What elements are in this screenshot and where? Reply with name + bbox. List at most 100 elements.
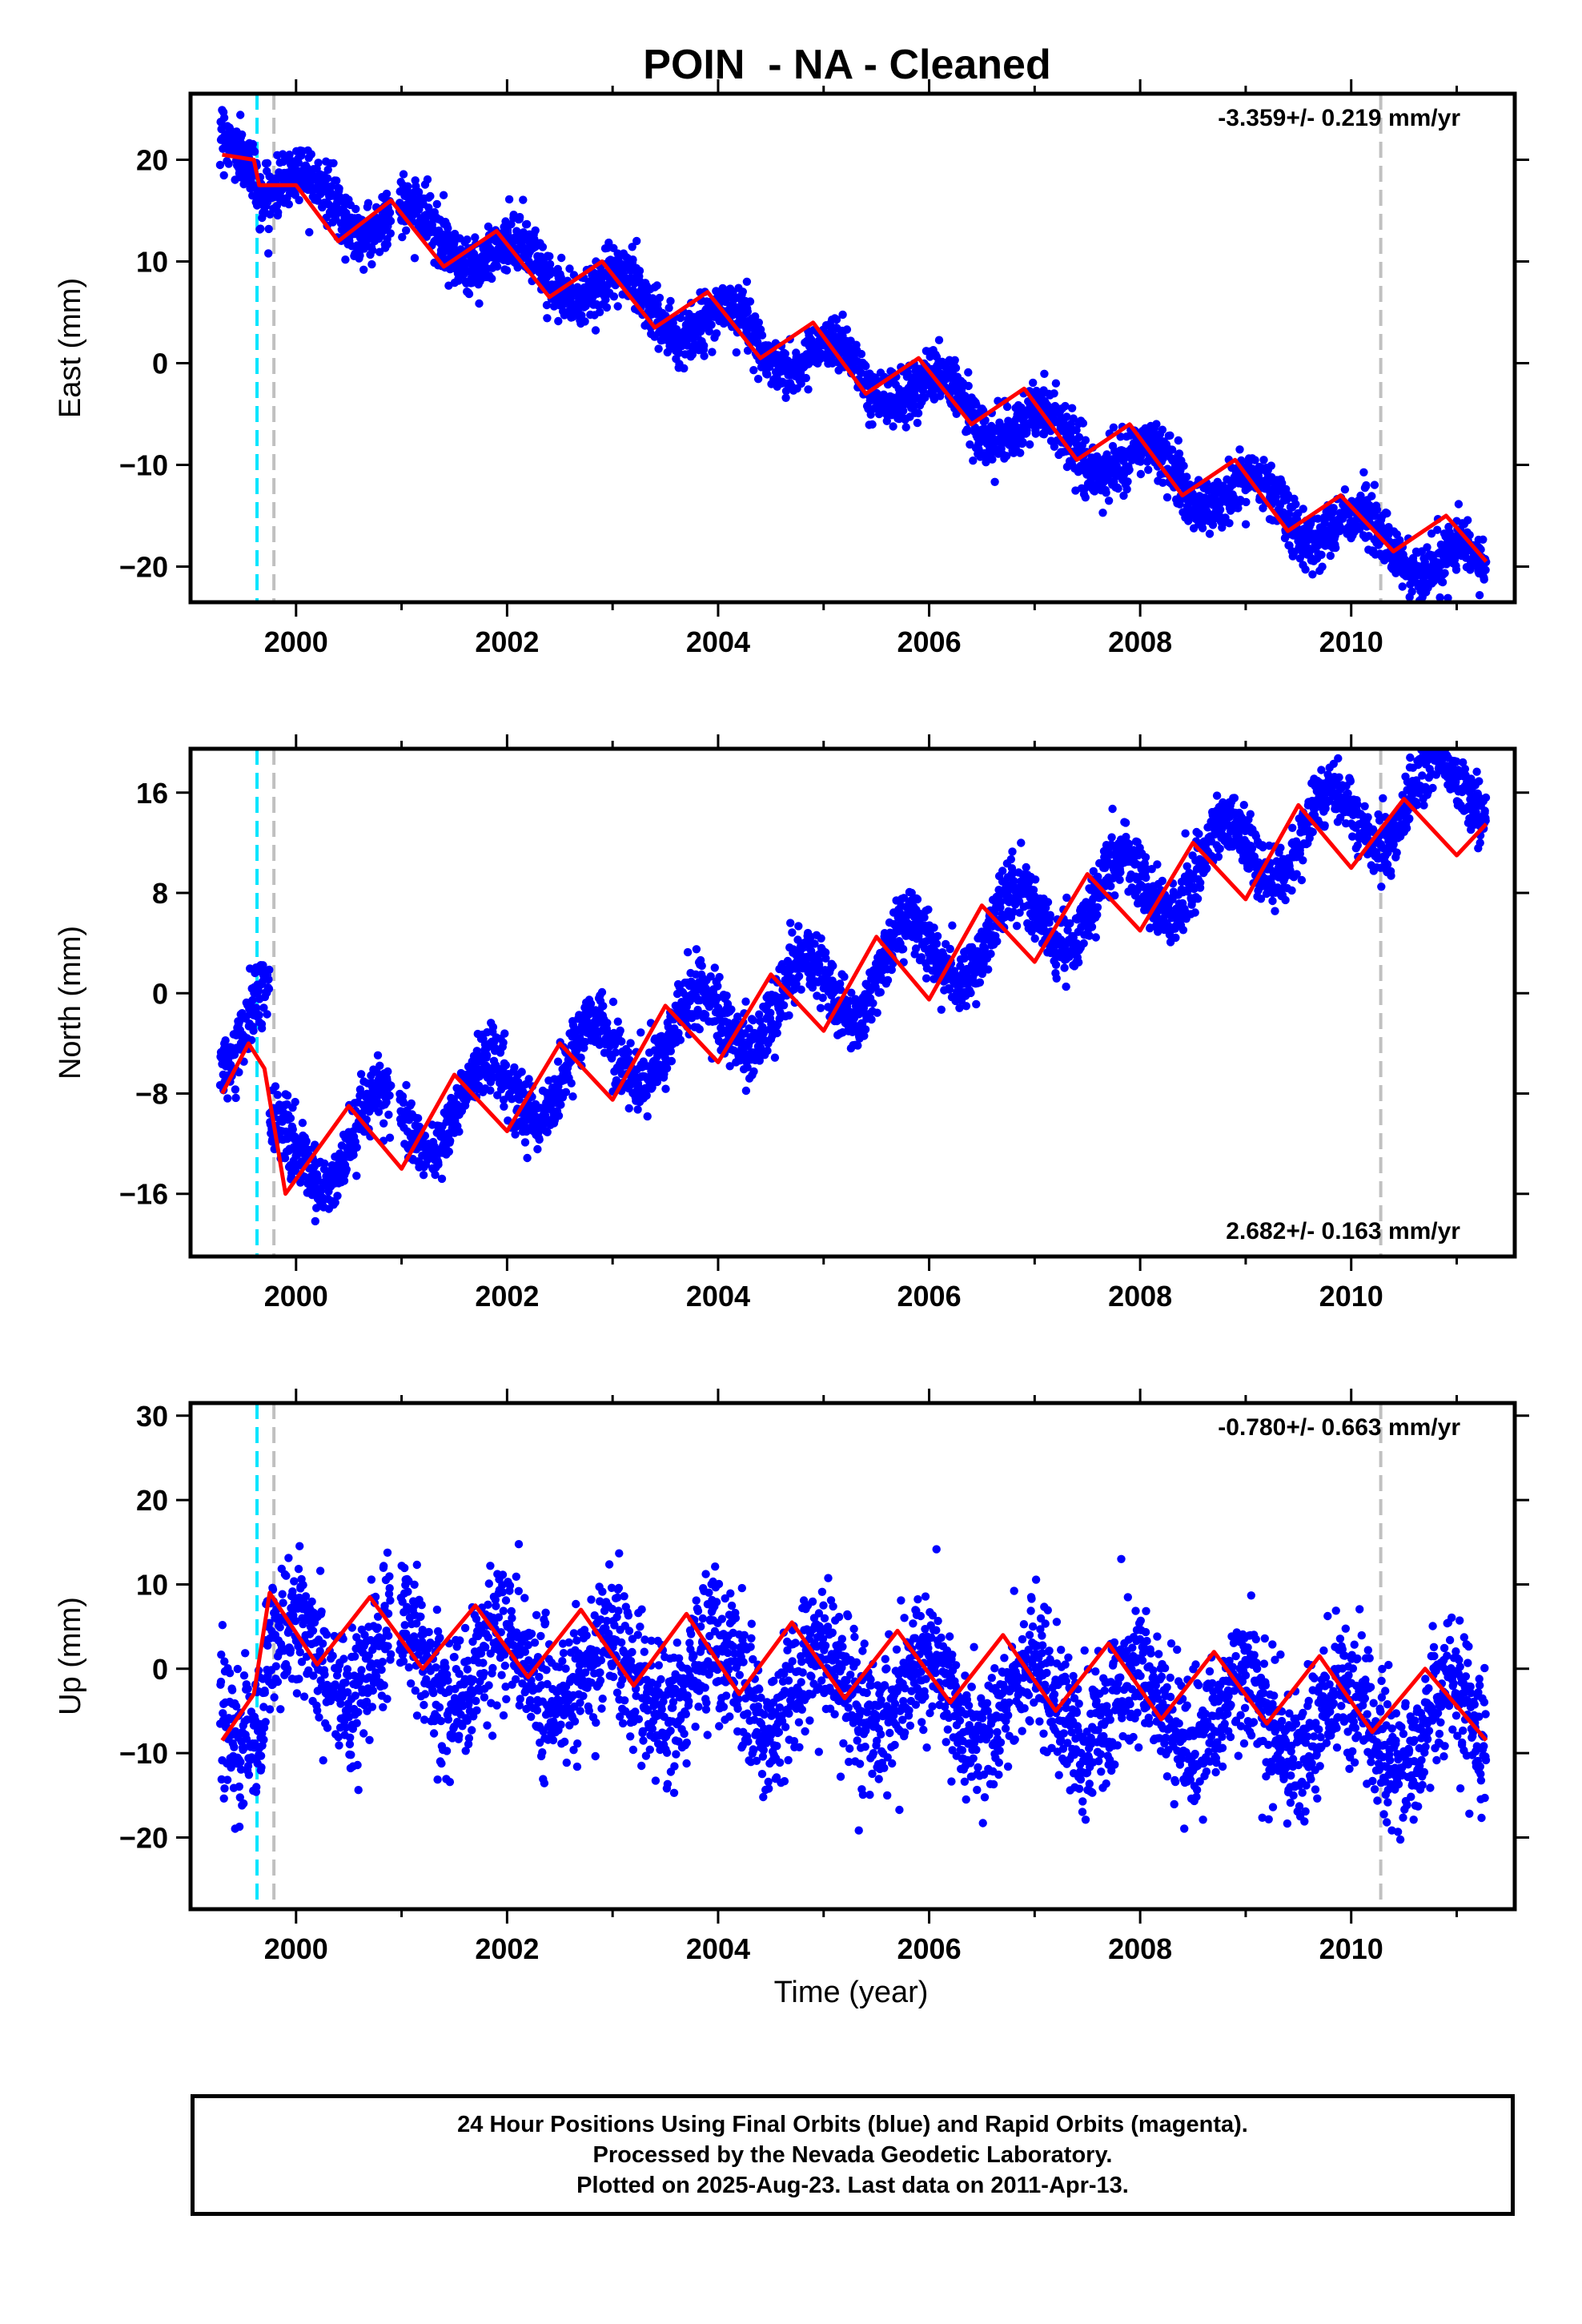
y-tick-label: −10 bbox=[119, 449, 168, 482]
data-point bbox=[738, 287, 747, 296]
data-point bbox=[1179, 461, 1188, 470]
data-point bbox=[383, 1067, 392, 1076]
plot-area bbox=[215, 94, 1491, 602]
data-point bbox=[1480, 575, 1488, 584]
data-point bbox=[256, 224, 265, 233]
data-point bbox=[373, 1051, 383, 1060]
data-point bbox=[298, 1119, 307, 1128]
y-tick-label: 20 bbox=[136, 144, 168, 177]
data-point bbox=[545, 259, 555, 269]
data-point bbox=[1144, 465, 1153, 474]
data-point bbox=[356, 1070, 366, 1079]
data-point bbox=[502, 266, 512, 275]
data-point bbox=[471, 233, 480, 242]
data-point bbox=[1182, 472, 1191, 481]
data-point bbox=[662, 1063, 672, 1073]
data-point bbox=[385, 208, 395, 217]
data-point bbox=[636, 1028, 645, 1037]
data-point bbox=[749, 1067, 758, 1076]
data-point bbox=[695, 1025, 704, 1034]
data-point bbox=[1308, 570, 1317, 579]
data-point bbox=[219, 171, 228, 180]
data-point bbox=[950, 356, 959, 364]
data-point bbox=[753, 375, 763, 384]
data-point bbox=[385, 1091, 394, 1100]
data-point bbox=[341, 255, 350, 264]
data-point bbox=[567, 1079, 576, 1088]
data-point bbox=[384, 1110, 393, 1120]
figure-title: POIN - NA - Cleaned bbox=[643, 42, 1050, 88]
data-point bbox=[727, 1005, 736, 1014]
data-point bbox=[1318, 562, 1327, 571]
data-point bbox=[1235, 445, 1244, 454]
data-point bbox=[263, 1010, 271, 1019]
data-point bbox=[1259, 456, 1268, 464]
y-axis-label: East (mm) bbox=[54, 278, 87, 418]
data-point bbox=[263, 159, 272, 167]
data-point bbox=[804, 385, 813, 394]
data-point bbox=[488, 274, 496, 283]
data-point bbox=[363, 199, 373, 207]
data-point bbox=[359, 265, 368, 274]
data-point bbox=[444, 1147, 453, 1156]
data-point bbox=[561, 1088, 571, 1097]
data-point bbox=[517, 1068, 526, 1076]
data-point bbox=[264, 975, 273, 984]
data-point bbox=[964, 368, 973, 377]
data-point bbox=[538, 243, 548, 251]
data-point bbox=[624, 1104, 633, 1113]
data-point bbox=[264, 224, 273, 234]
data-point bbox=[1040, 369, 1049, 378]
data-point bbox=[557, 253, 566, 263]
data-point bbox=[680, 364, 689, 373]
data-point bbox=[632, 236, 641, 246]
data-point bbox=[223, 1094, 232, 1103]
data-point bbox=[1301, 565, 1310, 574]
data-point bbox=[633, 1105, 642, 1114]
data-point bbox=[335, 184, 343, 193]
data-point bbox=[1241, 520, 1251, 529]
data-point bbox=[643, 1112, 652, 1121]
data-point bbox=[609, 292, 619, 301]
data-point bbox=[712, 329, 721, 338]
data-point bbox=[520, 1138, 530, 1147]
data-point bbox=[284, 199, 293, 209]
data-point bbox=[773, 1028, 781, 1038]
data-point bbox=[969, 456, 978, 465]
data-point bbox=[249, 1026, 258, 1035]
data-point bbox=[934, 336, 944, 344]
data-point bbox=[700, 352, 709, 360]
data-point bbox=[504, 195, 514, 204]
data-point bbox=[801, 373, 810, 383]
data-point bbox=[386, 216, 396, 226]
data-point bbox=[545, 251, 554, 261]
data-point bbox=[524, 1075, 533, 1084]
velocity-rate-label: -3.359+/- 0.219 mm/yr bbox=[1218, 105, 1460, 131]
y-tick-label: 10 bbox=[136, 246, 168, 279]
data-point bbox=[367, 259, 376, 269]
data-point bbox=[1479, 535, 1488, 544]
data-point bbox=[1078, 419, 1088, 428]
data-point bbox=[580, 317, 589, 326]
data-point bbox=[661, 1084, 670, 1093]
data-point bbox=[861, 361, 870, 371]
data-point bbox=[375, 1061, 384, 1071]
data-point bbox=[323, 165, 332, 175]
data-point bbox=[332, 176, 341, 185]
data-point bbox=[1317, 550, 1326, 559]
data-point bbox=[857, 349, 866, 359]
data-point bbox=[1109, 423, 1118, 432]
data-point bbox=[295, 195, 303, 205]
y-tick-label: 0 bbox=[152, 348, 168, 380]
data-point bbox=[899, 406, 908, 416]
data-point bbox=[788, 928, 797, 937]
data-point bbox=[990, 477, 999, 486]
data-point bbox=[708, 348, 717, 356]
position-points bbox=[215, 749, 1491, 1226]
data-point bbox=[741, 1086, 751, 1096]
data-point bbox=[553, 1057, 563, 1066]
data-point bbox=[1383, 509, 1391, 518]
data-point bbox=[313, 196, 322, 205]
data-point bbox=[1438, 577, 1447, 587]
